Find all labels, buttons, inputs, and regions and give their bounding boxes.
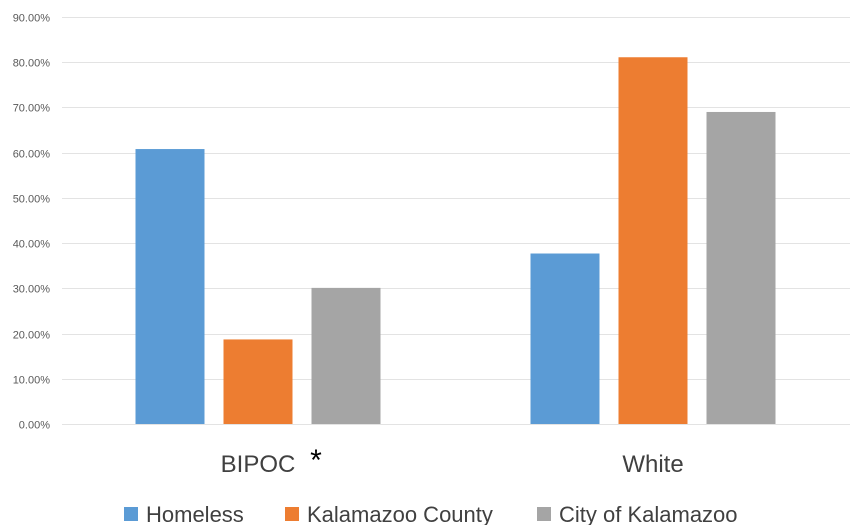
legend: Homeless Kalamazoo County City of Kalamazo… [124, 502, 738, 527]
legend-item: Homeless [124, 502, 244, 527]
legend-label: City of Kalamazoo [559, 502, 738, 525]
y-tick-label: 90.00% [13, 13, 51, 25]
bar-kalamazoo-county-bipoc [223, 339, 293, 424]
bar-homeless-white [530, 253, 600, 424]
y-axis-tick-labels: 0.00% 10.00% 20.00% 30.00% 40.00% 50.00% 60.00… [13, 13, 51, 432]
bars [135, 57, 776, 425]
y-tick-label: 60.00% [13, 149, 51, 161]
bar-homeless-bipoc [135, 149, 205, 424]
legend-swatch [285, 507, 299, 521]
category-annotation-asterisk: * [310, 444, 322, 477]
y-tick-label: 80.00% [13, 58, 51, 70]
bar-kalamazoo-county-white [618, 57, 688, 425]
category-label: White [622, 451, 683, 478]
y-tick-label: 20.00% [13, 330, 51, 342]
category-label: BIPOC [221, 451, 296, 478]
y-tick-label: 0.00% [19, 420, 50, 432]
y-tick-label: 30.00% [13, 284, 51, 296]
legend-item: Kalamazoo County [285, 502, 493, 527]
legend-swatch [537, 507, 551, 521]
legend-item: City of Kalamazoo [537, 502, 738, 527]
legend-swatch [124, 507, 138, 521]
bar-city-of-kalamazoo-bipoc [311, 287, 381, 424]
y-tick-label: 50.00% [13, 194, 51, 206]
y-tick-label: 40.00% [13, 239, 51, 251]
y-tick-label: 10.00% [13, 375, 51, 387]
y-tick-label: 70.00% [13, 103, 51, 115]
legend-label: Homeless [146, 502, 244, 525]
bar-city-of-kalamazoo-white [706, 111, 776, 424]
legend-label: Kalamazoo County [307, 502, 493, 525]
x-axis-category-labels: BIPOC * White [221, 444, 684, 478]
